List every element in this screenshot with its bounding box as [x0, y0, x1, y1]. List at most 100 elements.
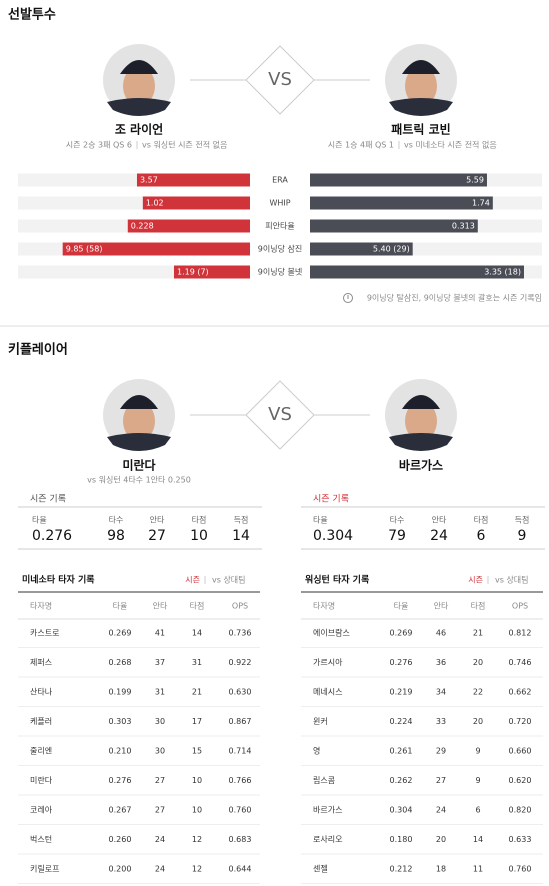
vs-label: VS [268, 404, 292, 425]
pitcher-vs-record: vs 미네소타 시즌 전적 없음 [404, 140, 497, 150]
stat-value: 10 [190, 528, 208, 544]
cell: 30 [155, 747, 165, 756]
cell: 0.200 [109, 865, 132, 874]
vs-diamond [245, 45, 315, 115]
cell: 0.276 [390, 658, 413, 667]
stat-label: 타수 [109, 516, 124, 525]
cell: 46 [436, 629, 446, 638]
stat-label: WHIP [269, 199, 290, 208]
cell: 20 [473, 658, 483, 667]
photo-shirt [107, 98, 171, 116]
cell: 0.644 [229, 865, 252, 874]
table-title: 워싱턴 타자 기록 [305, 574, 369, 586]
cell: 34 [436, 688, 446, 697]
photo-cap [120, 60, 158, 74]
cell: 코레아 [30, 805, 53, 815]
photo-face [123, 401, 155, 441]
cell: 21 [192, 688, 202, 697]
stat-label: 득점 [234, 515, 249, 525]
cell: 0.683 [229, 835, 252, 844]
pitcher-name: 조 라이언 [115, 122, 163, 137]
cell: 립스콤 [313, 776, 335, 785]
column-header: 타율 [394, 602, 409, 611]
column-header: 안타 [434, 601, 449, 611]
stat-value: 79 [388, 528, 406, 544]
cell: 0.268 [109, 658, 132, 667]
cell: 0.303 [109, 717, 132, 726]
cell: 11 [473, 865, 483, 874]
cell: 벅스턴 [30, 834, 52, 844]
cell: 로사리오 [313, 835, 342, 844]
cell: 영 [313, 746, 320, 756]
bar-left [136, 173, 250, 187]
cell: 케플러 [30, 717, 52, 726]
bar-value: 1.19 (7) [177, 268, 209, 277]
cell: 27 [155, 776, 165, 785]
cell: 0.630 [229, 688, 252, 697]
section-title: 선발투수 [8, 7, 56, 23]
bar-value: 1.02 [146, 199, 164, 208]
player-name: 미란다 [122, 458, 155, 473]
cell: 12 [192, 835, 202, 844]
stat-label: 타점 [192, 515, 207, 525]
cell: 0.199 [109, 688, 132, 697]
column-header: 타자명 [313, 601, 335, 611]
cell: 0.660 [509, 747, 532, 756]
cell: 카스트로 [30, 629, 59, 638]
cell: 0.760 [229, 806, 252, 815]
stat-label: 득점 [515, 515, 530, 525]
cell: 41 [155, 629, 165, 638]
cell: 37 [155, 658, 165, 667]
stat-value: 27 [148, 528, 166, 544]
bar-right [310, 219, 478, 233]
cell: 0.714 [229, 747, 252, 756]
photo-cap [402, 60, 440, 74]
stat-label: ERA [272, 176, 288, 185]
photo-shirt [389, 433, 453, 451]
cell: 0.210 [109, 747, 132, 756]
cell: 6 [475, 806, 480, 815]
stat-label: 타점 [474, 515, 489, 525]
bar-right [310, 242, 413, 256]
cell: 0.276 [109, 776, 132, 785]
cell: 바르가스 [313, 805, 342, 815]
bar-value: 0.313 [452, 222, 475, 231]
cell: 0.262 [390, 776, 413, 785]
cell: 0.620 [509, 776, 532, 785]
cell: 0.662 [509, 688, 532, 697]
photo-face [405, 66, 437, 106]
cell: 10 [192, 776, 202, 785]
cell: 산타나 [30, 687, 53, 697]
stat-label: 9이닝당 볼넷 [258, 267, 302, 277]
cell: 0.820 [509, 806, 532, 815]
cell: 10 [192, 806, 202, 815]
bar-right [310, 265, 524, 279]
stat-value: 9 [518, 528, 527, 544]
photo-shirt [389, 98, 453, 116]
cell: 20 [436, 835, 446, 844]
table-title: 미네소타 타자 기록 [22, 574, 95, 586]
cell: 36 [436, 658, 446, 667]
cell: 에이브람스 [313, 628, 350, 638]
bar-value: 5.59 [466, 176, 484, 185]
pitcher-vs-record: vs 워싱턴 시즌 전적 없음 [142, 140, 227, 150]
cell: 0.766 [229, 776, 252, 785]
cell: 가르시아 [313, 657, 343, 667]
stat-label: 타수 [390, 516, 405, 525]
cell: 12 [192, 865, 202, 874]
cell: 0.219 [390, 688, 413, 697]
bar-right [310, 196, 493, 210]
bar-value: 3.57 [140, 176, 158, 185]
photo-shirt [107, 433, 171, 451]
bar-value: 5.40 (29) [373, 245, 410, 254]
bar-left [62, 242, 251, 256]
cell: 0.212 [390, 865, 413, 874]
bar-left [173, 265, 250, 279]
season-title: 시즌 기록 [313, 494, 349, 505]
cell: 30 [155, 717, 165, 726]
bar-value: 3.35 (18) [484, 268, 521, 277]
stat-label: 9이닝당 삼진 [258, 244, 302, 254]
column-header: 타율 [113, 602, 128, 611]
cell: 31 [155, 688, 165, 697]
